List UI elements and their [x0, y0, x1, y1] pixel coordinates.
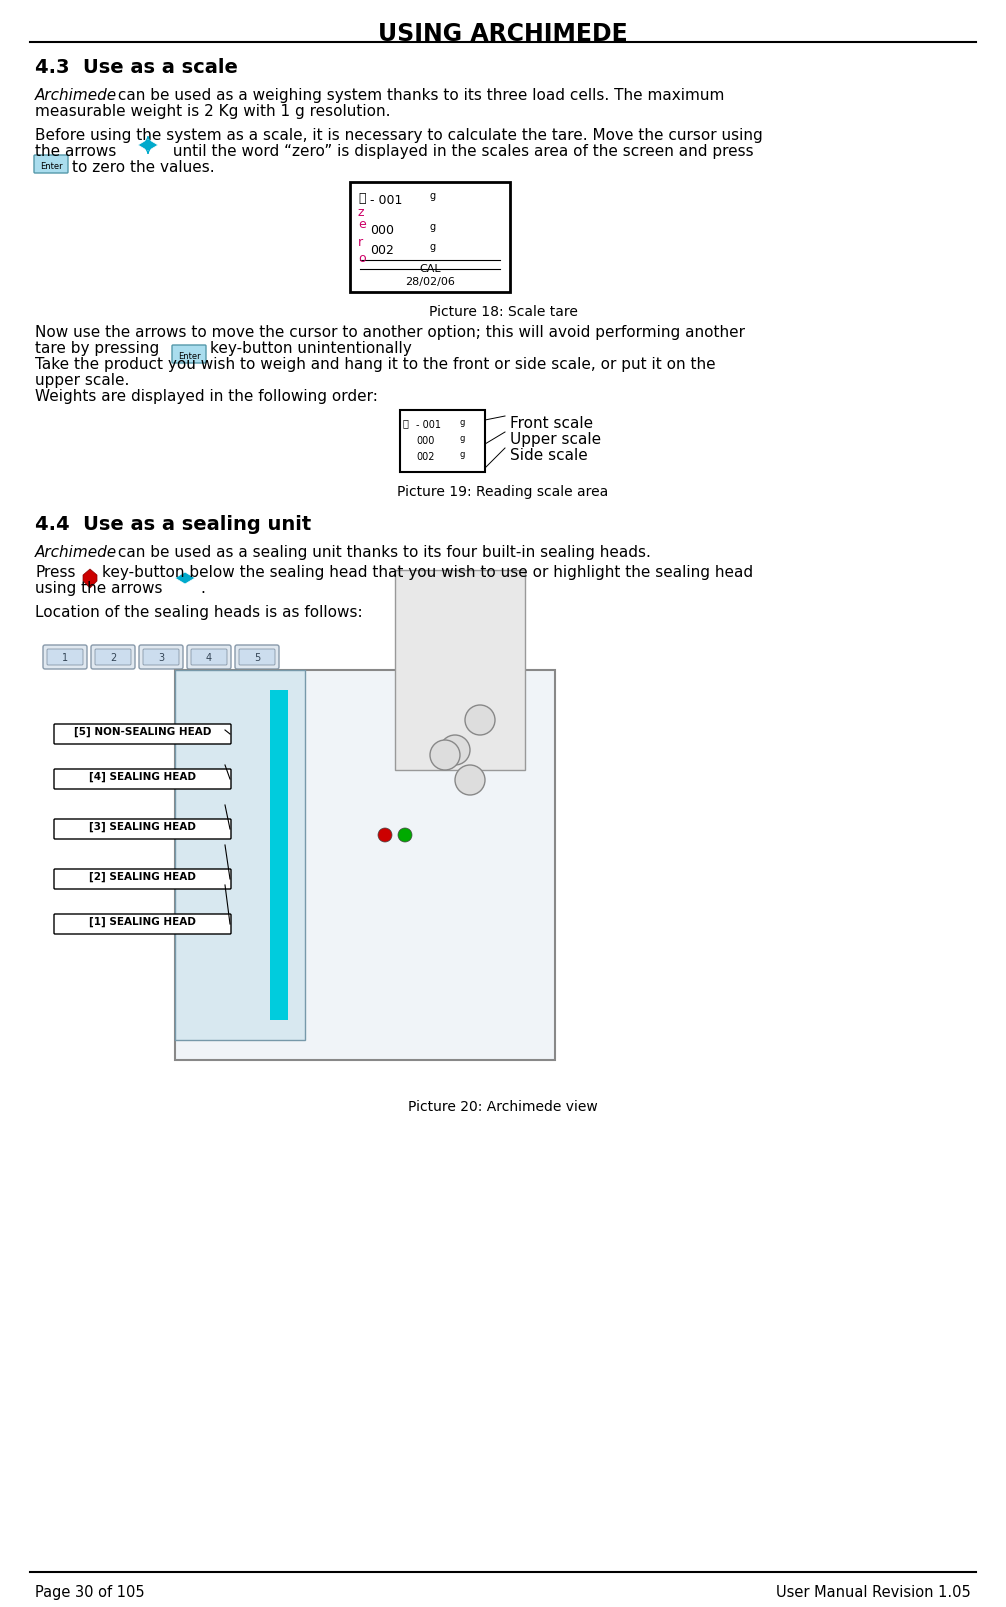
Bar	[270, 689, 288, 1020]
Text: can be used as a sealing unit thanks to its four built-in sealing heads.: can be used as a sealing unit thanks to …	[113, 545, 651, 559]
FancyBboxPatch shape	[187, 644, 231, 669]
Text: to zero the values.: to zero the values.	[72, 161, 214, 175]
Polygon shape	[83, 569, 97, 588]
Text: - 001: - 001	[416, 419, 441, 431]
Text: 002: 002	[370, 244, 394, 257]
Circle shape	[440, 734, 470, 765]
Text: 🔒: 🔒	[358, 191, 365, 206]
FancyBboxPatch shape	[235, 644, 279, 669]
Text: 000: 000	[416, 435, 435, 447]
FancyBboxPatch shape	[95, 649, 131, 665]
FancyBboxPatch shape	[47, 649, 83, 665]
Text: tare by pressing: tare by pressing	[35, 341, 159, 357]
Bar	[395, 570, 525, 770]
FancyBboxPatch shape	[34, 154, 68, 174]
Text: Archimede: Archimede	[35, 545, 117, 559]
Text: 28/02/06: 28/02/06	[405, 276, 455, 288]
Text: CAL: CAL	[420, 264, 441, 275]
Text: Upper scale: Upper scale	[510, 432, 602, 447]
Circle shape	[398, 828, 412, 842]
Text: 002: 002	[416, 452, 435, 461]
FancyBboxPatch shape	[54, 820, 231, 839]
Text: g: g	[460, 418, 466, 427]
Text: g: g	[460, 450, 466, 460]
FancyBboxPatch shape	[239, 649, 275, 665]
Text: 🔒: 🔒	[403, 418, 408, 427]
Text: [3] SEALING HEAD: [3] SEALING HEAD	[90, 823, 196, 832]
Text: can be used as a weighing system thanks to its three load cells. The maximum: can be used as a weighing system thanks …	[113, 88, 724, 103]
Text: g: g	[460, 434, 466, 444]
Text: [4] SEALING HEAD: [4] SEALING HEAD	[89, 771, 196, 783]
Bar	[350, 182, 510, 292]
Text: key-button below the sealing head that you wish to use or highlight the sealing : key-button below the sealing head that y…	[102, 566, 753, 580]
Text: Enter: Enter	[178, 352, 200, 362]
Bar	[175, 670, 555, 1061]
Text: [2] SEALING HEAD: [2] SEALING HEAD	[90, 873, 196, 882]
Text: Archimede: Archimede	[35, 88, 117, 103]
FancyBboxPatch shape	[172, 346, 206, 363]
Text: Front scale: Front scale	[510, 416, 594, 431]
Bar	[35, 630, 605, 1080]
FancyBboxPatch shape	[139, 644, 183, 669]
Text: g: g	[430, 243, 437, 252]
Text: .: .	[200, 582, 205, 596]
FancyBboxPatch shape	[91, 644, 135, 669]
Circle shape	[430, 739, 460, 770]
FancyBboxPatch shape	[54, 725, 231, 744]
FancyBboxPatch shape	[54, 914, 231, 934]
Text: 5: 5	[254, 652, 261, 664]
Text: upper scale.: upper scale.	[35, 373, 130, 387]
Text: 4.4  Use as a sealing unit: 4.4 Use as a sealing unit	[35, 514, 311, 534]
Polygon shape	[138, 138, 158, 151]
Text: the arrows: the arrows	[35, 145, 117, 159]
Text: using the arrows: using the arrows	[35, 582, 163, 596]
Text: 4: 4	[206, 652, 212, 664]
Text: o: o	[358, 252, 365, 265]
Text: 1: 1	[62, 652, 68, 664]
Text: r: r	[358, 236, 363, 249]
Circle shape	[465, 705, 495, 734]
Text: Press: Press	[35, 566, 75, 580]
Text: Before using the system as a scale, it is necessary to calculate the tare. Move : Before using the system as a scale, it i…	[35, 129, 763, 143]
Circle shape	[378, 828, 392, 842]
Text: e: e	[358, 219, 366, 231]
Text: Take the product you wish to weigh and hang it to the front or side scale, or pu: Take the product you wish to weigh and h…	[35, 357, 715, 371]
Text: User Manual Revision 1.05: User Manual Revision 1.05	[777, 1585, 971, 1601]
Text: 000: 000	[370, 223, 394, 236]
Text: Location of the sealing heads is as follows:: Location of the sealing heads is as foll…	[35, 604, 362, 620]
Text: Picture 20: Archimede view: Picture 20: Archimede view	[408, 1101, 598, 1114]
Text: key-button unintentionally: key-button unintentionally	[210, 341, 411, 357]
Text: z: z	[358, 206, 364, 219]
Polygon shape	[175, 572, 195, 583]
FancyBboxPatch shape	[143, 649, 179, 665]
Text: Side scale: Side scale	[510, 448, 588, 463]
Text: Picture 18: Scale tare: Picture 18: Scale tare	[429, 305, 577, 320]
Bar	[400, 410, 485, 472]
Text: [5] NON-SEALING HEAD: [5] NON-SEALING HEAD	[73, 726, 211, 738]
Text: Page 30 of 105: Page 30 of 105	[35, 1585, 145, 1601]
Text: measurable weight is 2 Kg with 1 g resolution.: measurable weight is 2 Kg with 1 g resol…	[35, 104, 390, 119]
Text: until the word “zero” is displayed in the scales area of the screen and press: until the word “zero” is displayed in th…	[168, 145, 753, 159]
Text: - 001: - 001	[370, 194, 402, 207]
FancyBboxPatch shape	[191, 649, 227, 665]
Text: 4.3  Use as a scale: 4.3 Use as a scale	[35, 58, 237, 77]
Text: Enter: Enter	[39, 162, 62, 170]
FancyBboxPatch shape	[54, 869, 231, 889]
Circle shape	[455, 765, 485, 795]
FancyBboxPatch shape	[54, 770, 231, 789]
Text: Weights are displayed in the following order:: Weights are displayed in the following o…	[35, 389, 378, 403]
Text: Now use the arrows to move the cursor to another option; this will avoid perform: Now use the arrows to move the cursor to…	[35, 325, 745, 341]
Text: Picture 19: Reading scale area: Picture 19: Reading scale area	[397, 485, 609, 500]
FancyBboxPatch shape	[43, 644, 87, 669]
Text: g: g	[430, 191, 437, 201]
Text: 2: 2	[110, 652, 116, 664]
Text: 3: 3	[158, 652, 164, 664]
Text: USING ARCHIMEDE: USING ARCHIMEDE	[378, 22, 628, 47]
Text: g: g	[430, 222, 437, 231]
Text: [1] SEALING HEAD: [1] SEALING HEAD	[90, 918, 196, 927]
Bar	[175, 670, 305, 1040]
